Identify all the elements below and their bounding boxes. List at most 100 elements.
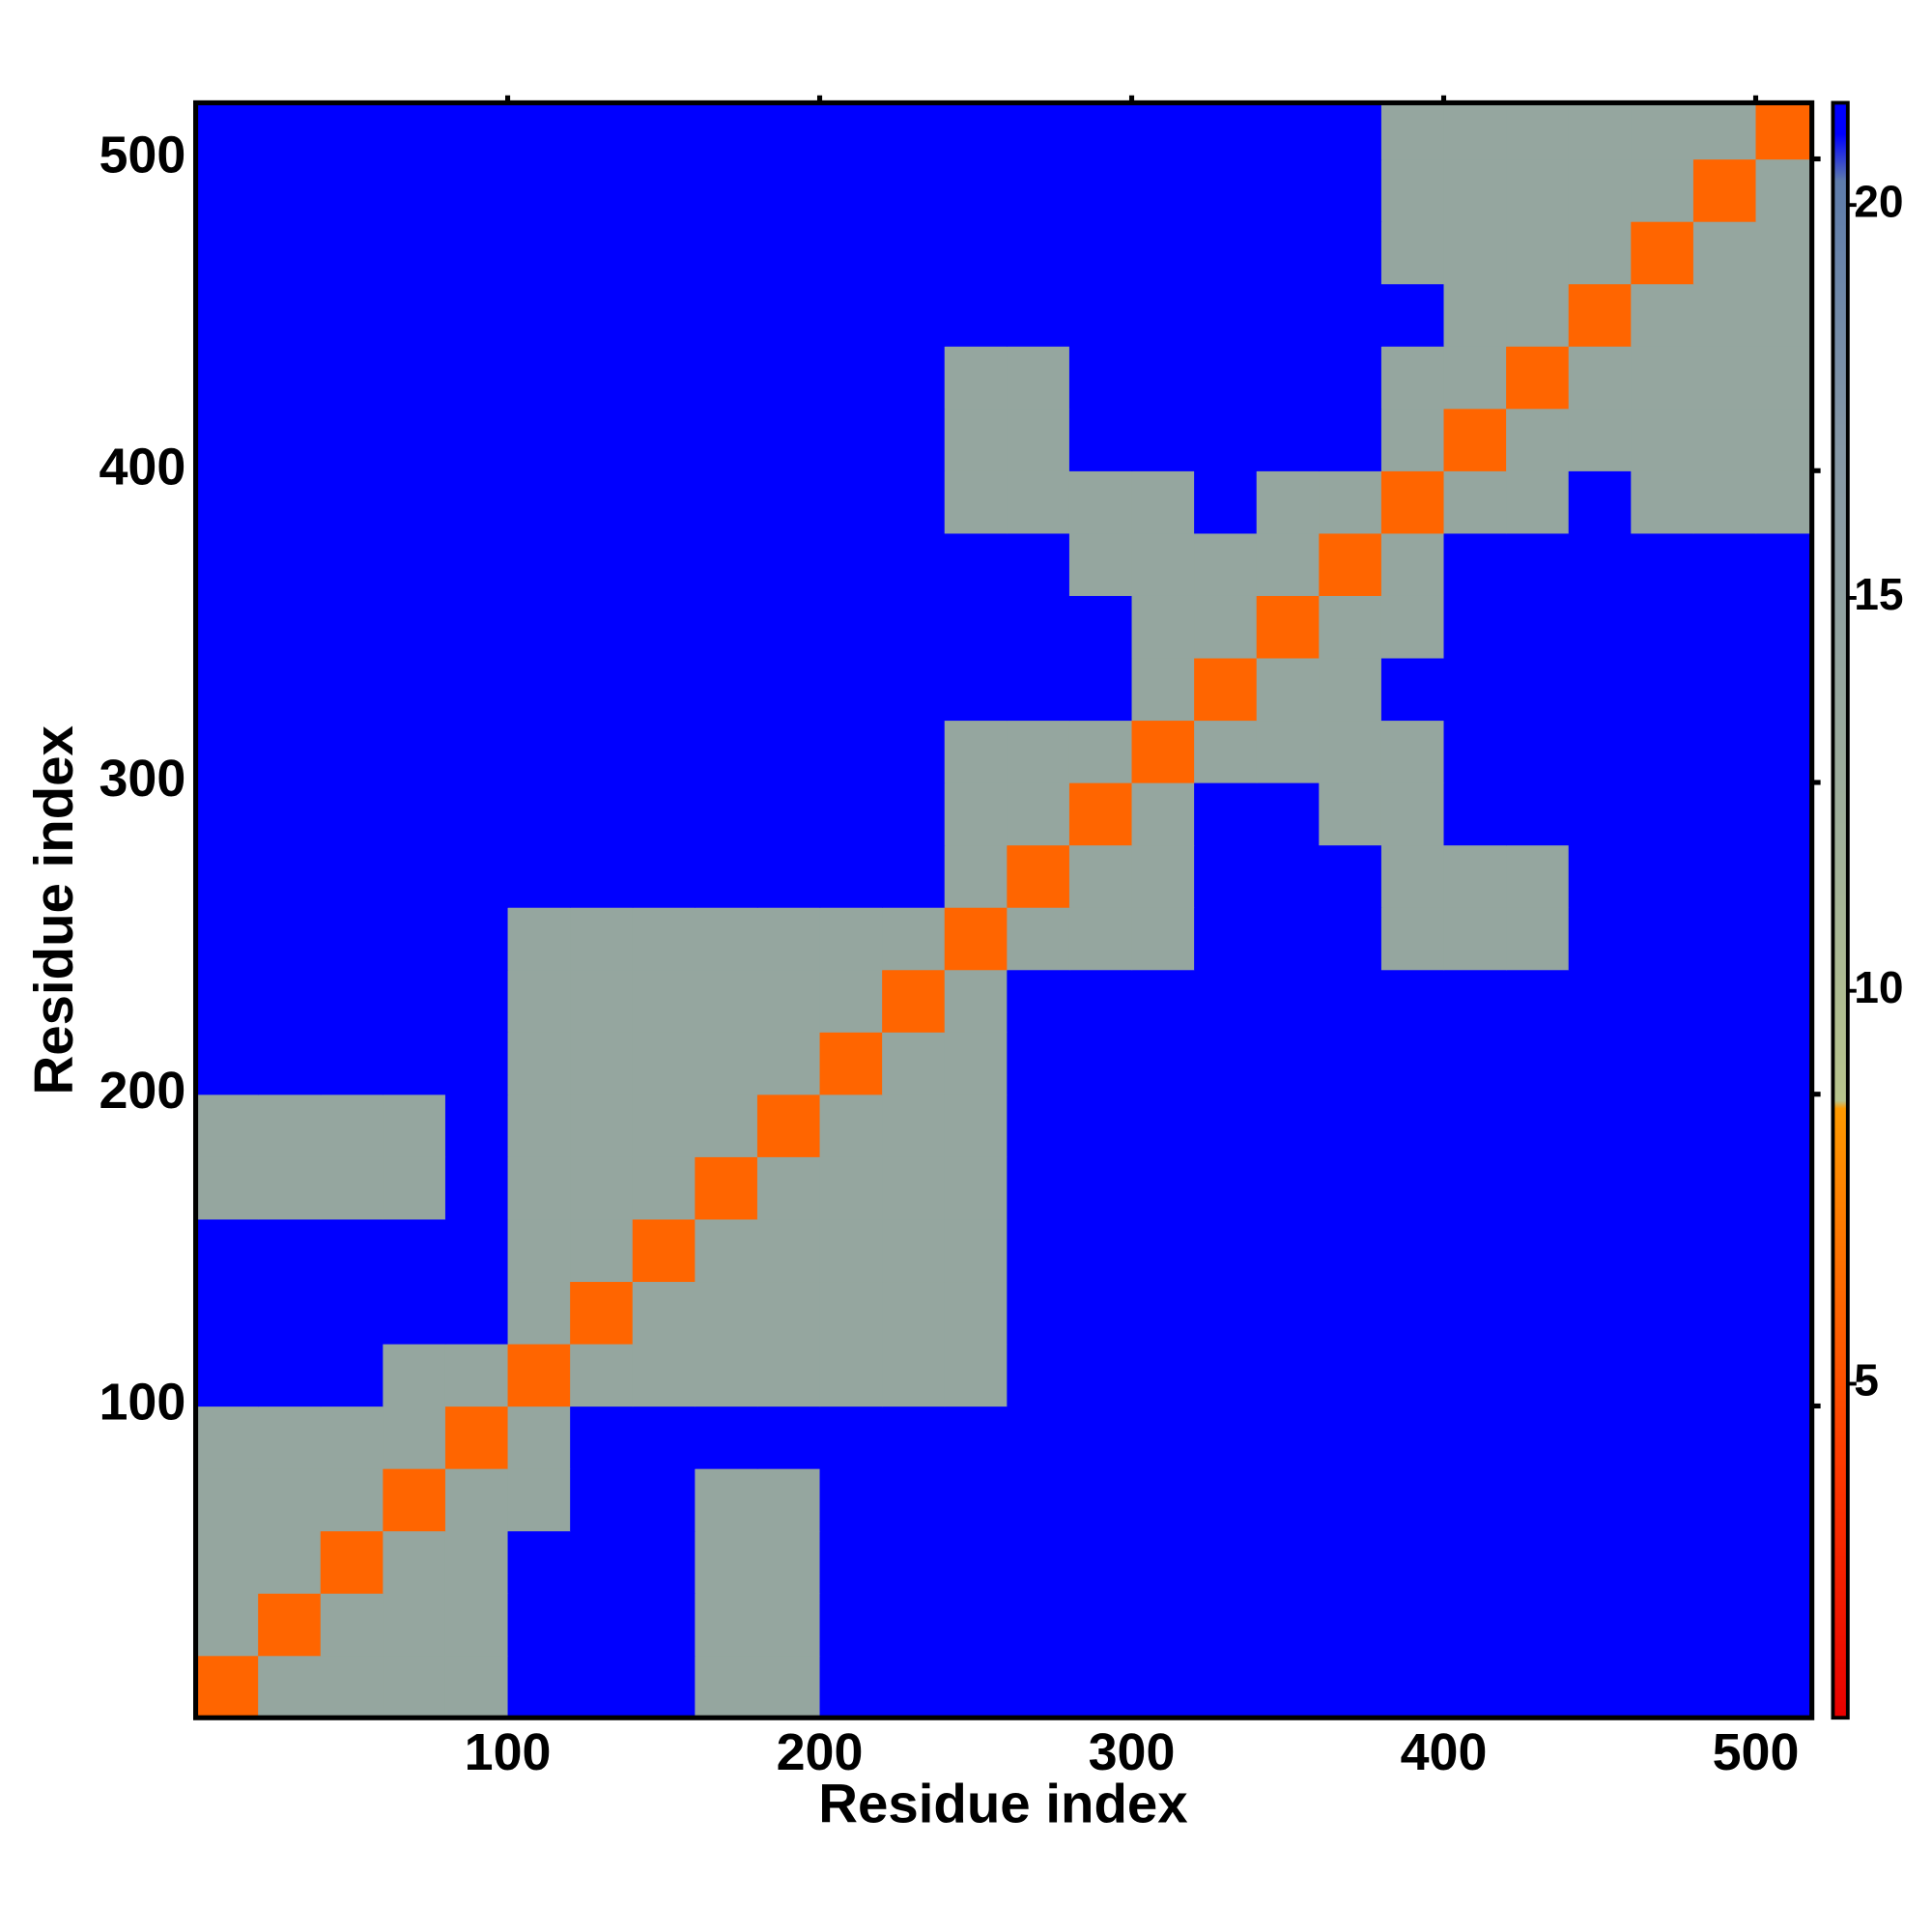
heatmap-cell xyxy=(756,969,821,1033)
heatmap-cell xyxy=(695,346,758,410)
heatmap-cell xyxy=(1506,657,1570,722)
heatmap-cell xyxy=(1568,969,1632,1033)
heatmap-cell xyxy=(1631,1032,1694,1095)
heatmap-cell xyxy=(195,657,259,722)
heatmap-cell xyxy=(695,221,758,285)
heatmap-cell xyxy=(1380,1032,1445,1095)
heatmap-cell xyxy=(1631,532,1694,596)
heatmap-cell xyxy=(1506,1655,1570,1719)
heatmap-cell xyxy=(383,1281,446,1345)
heatmap-cell xyxy=(507,1032,571,1095)
heatmap-cell xyxy=(756,1218,821,1283)
heatmap-cell xyxy=(1194,1655,1258,1719)
heatmap-cell xyxy=(1443,720,1507,783)
heatmap-cell xyxy=(1380,969,1445,1033)
heatmap-cell xyxy=(507,1655,571,1719)
heatmap-cell xyxy=(570,657,634,722)
heatmap-cell xyxy=(1568,1032,1632,1095)
heatmap-cell xyxy=(320,532,384,596)
heatmap-cell xyxy=(819,969,883,1033)
heatmap-cell xyxy=(944,1343,1008,1407)
heatmap-cell xyxy=(1007,102,1070,160)
heatmap-cell xyxy=(507,408,571,471)
heatmap-cell xyxy=(507,781,571,846)
heatmap-cell xyxy=(444,532,509,596)
heatmap-cell xyxy=(1319,1593,1382,1657)
x-tick-label: 500 xyxy=(1713,1723,1800,1781)
heatmap-cell xyxy=(1256,1032,1320,1095)
heatmap-cell xyxy=(195,1530,259,1594)
heatmap-cell xyxy=(258,283,322,347)
heatmap-cell xyxy=(1506,221,1570,285)
heatmap-cell xyxy=(383,657,446,722)
heatmap-cell xyxy=(1319,1343,1382,1407)
heatmap-cell xyxy=(1256,532,1320,596)
heatmap-cell xyxy=(882,1530,946,1594)
heatmap-cell xyxy=(320,1281,384,1345)
heatmap-cell xyxy=(1068,1156,1133,1220)
heatmap-cell xyxy=(1007,1530,1070,1594)
heatmap-cell xyxy=(1131,969,1195,1033)
heatmap-cell xyxy=(1007,283,1070,347)
heatmap-cell xyxy=(258,720,322,783)
heatmap-cell xyxy=(882,221,946,285)
heatmap-cell xyxy=(195,907,259,971)
heatmap-cell xyxy=(1692,1593,1757,1657)
heatmap-cell xyxy=(819,1156,883,1220)
heatmap-cell xyxy=(1568,1468,1632,1532)
heatmap-cell xyxy=(320,969,384,1033)
heatmap-cell xyxy=(1007,470,1070,534)
heatmap-cell xyxy=(1131,1530,1195,1594)
heatmap-cell xyxy=(1631,1343,1694,1407)
heatmap-cell xyxy=(756,1094,821,1157)
heatmap-cell xyxy=(1443,1468,1507,1532)
heatmap-cell xyxy=(320,657,384,722)
heatmap-cell xyxy=(1443,158,1507,222)
heatmap-cell xyxy=(944,1281,1008,1345)
heatmap-cell xyxy=(1131,720,1195,783)
heatmap-cell xyxy=(1319,532,1382,596)
heatmap-cell xyxy=(882,1406,946,1469)
heatmap-cell xyxy=(320,720,384,783)
heatmap-cell xyxy=(444,595,509,659)
heatmap-cell xyxy=(632,346,696,410)
heatmap-cell xyxy=(944,102,1008,160)
heatmap-cell xyxy=(258,1156,322,1220)
colorbar-tick-label: 10 xyxy=(1854,962,1903,1012)
heatmap-cell xyxy=(570,907,634,971)
heatmap-cell xyxy=(1007,532,1070,596)
heatmap-cell xyxy=(1131,657,1195,722)
heatmap-cell xyxy=(444,1593,509,1657)
heatmap-cell xyxy=(1631,1094,1694,1157)
heatmap-cell xyxy=(756,158,821,222)
heatmap-cell xyxy=(1194,532,1258,596)
heatmap-cell xyxy=(444,1468,509,1532)
heatmap-cell xyxy=(632,1406,696,1469)
heatmap-cell xyxy=(944,221,1008,285)
heatmap-cell xyxy=(1443,408,1507,471)
heatmap-cell xyxy=(258,158,322,222)
heatmap-cell xyxy=(1256,470,1320,534)
heatmap-cell xyxy=(507,844,571,908)
heatmap-cell xyxy=(1068,346,1133,410)
heatmap-cell xyxy=(1007,1032,1070,1095)
heatmap-cell xyxy=(1380,781,1445,846)
heatmap-cell xyxy=(695,1281,758,1345)
heatmap-cell xyxy=(1506,408,1570,471)
heatmap-cell xyxy=(1380,1343,1445,1407)
heatmap-cell xyxy=(695,1406,758,1469)
heatmap-cell xyxy=(1692,657,1757,722)
heatmap-cell xyxy=(1755,158,1813,222)
heatmap-cell xyxy=(444,1530,509,1594)
heatmap-cell xyxy=(1319,1032,1382,1095)
heatmap-cell xyxy=(1131,532,1195,596)
heatmap-cell xyxy=(882,408,946,471)
heatmap-cell xyxy=(1506,844,1570,908)
heatmap-cell xyxy=(195,470,259,534)
heatmap-cell xyxy=(1692,844,1757,908)
heatmap-cell xyxy=(258,1218,322,1283)
heatmap-cell xyxy=(1506,1343,1570,1407)
heatmap-cell xyxy=(1380,1655,1445,1719)
heatmap-cell xyxy=(1692,470,1757,534)
heatmap-cell xyxy=(570,1468,634,1532)
